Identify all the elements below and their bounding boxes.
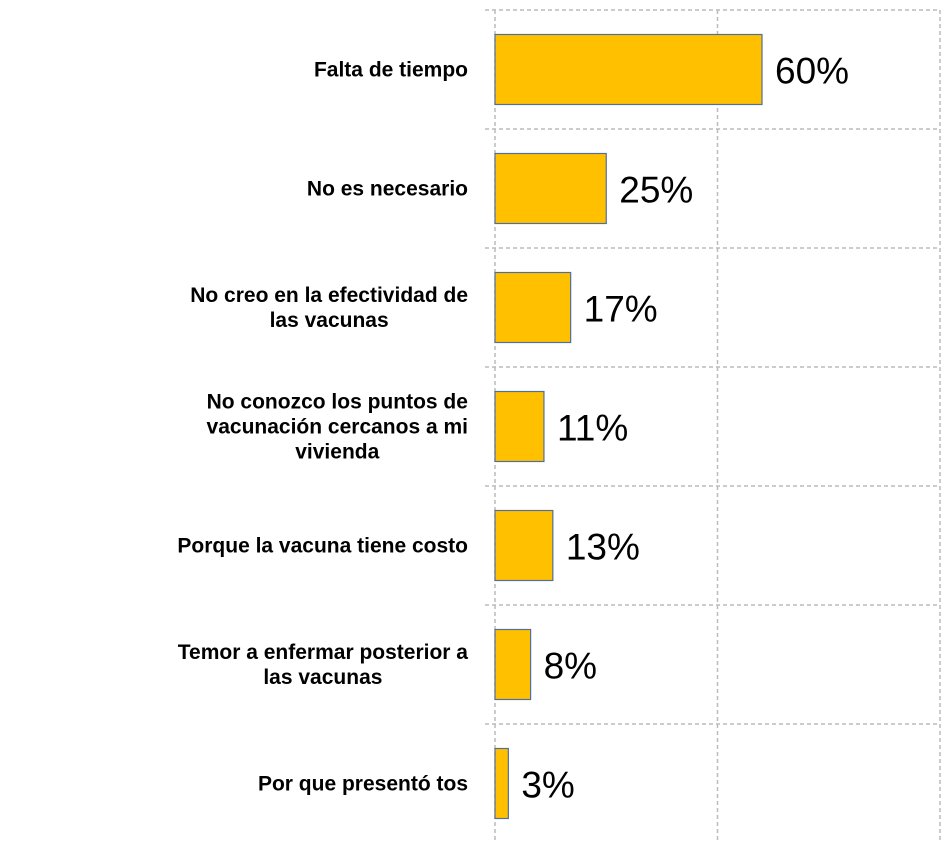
value-label: 3% — [521, 764, 574, 805]
category-label: Por que presentó tos — [257, 772, 468, 795]
value-label: 13% — [566, 526, 640, 567]
value-label: 11% — [557, 407, 628, 448]
bar — [494, 271, 572, 344]
bar — [494, 33, 763, 106]
value-label: 25% — [619, 169, 693, 210]
value-label: 17% — [584, 288, 658, 329]
category-label: No conozco los puntos de vacunación cerc… — [206, 390, 468, 463]
value-label: 60% — [775, 50, 849, 91]
bar — [494, 509, 554, 582]
bar — [494, 628, 532, 701]
category-label: Falta de tiempo — [313, 58, 468, 81]
category-label: No es necesario — [306, 177, 468, 200]
category-label: Temor a enfermar posterior a las vacunas — [177, 640, 468, 689]
bar — [494, 747, 509, 820]
value-label: 8% — [544, 645, 597, 686]
category-label: Porque la vacuna tiene costo — [177, 534, 468, 557]
category-label: No creo en la efectividad de las vacunas — [190, 283, 468, 332]
bar — [494, 152, 607, 225]
bar — [494, 390, 545, 463]
